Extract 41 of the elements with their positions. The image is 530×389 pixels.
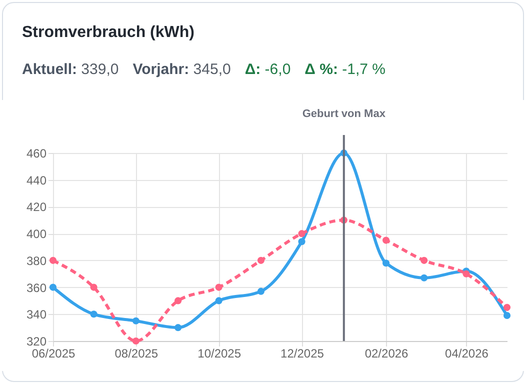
point	[215, 297, 222, 304]
point	[174, 297, 182, 304]
y-tick-label: 380	[26, 254, 47, 268]
point	[503, 312, 511, 320]
point	[49, 284, 57, 291]
point	[132, 317, 140, 324]
y-tick-label: 360	[26, 280, 47, 295]
text: Δ %: -1,7 %	[304, 61, 386, 78]
x-tick-label: 12/2025	[280, 346, 324, 360]
point	[382, 236, 390, 244]
y-tick-label: 420	[26, 200, 47, 214]
y-tick-label: 320	[26, 334, 47, 348]
point	[90, 310, 98, 318]
text: Vorjahr: 345,0	[132, 61, 231, 78]
x-tick-label: 02/2026	[364, 346, 409, 360]
point	[132, 337, 140, 345]
x-tick-label: 04/2026	[445, 346, 489, 360]
y-tick-label: 400	[26, 227, 47, 242]
point	[298, 230, 306, 238]
point	[420, 274, 428, 282]
point	[257, 256, 265, 264]
y-tick-label: 440	[26, 173, 47, 188]
point	[174, 324, 182, 332]
point	[298, 238, 306, 246]
x-tick-label: 10/2025	[198, 346, 242, 360]
text: Aktuell: 339,0	[22, 61, 119, 78]
chart-title: Stromverbrauch (kWh)	[22, 24, 194, 42]
point	[90, 284, 98, 291]
ref-line-label: Geburt von Max	[302, 108, 386, 120]
point	[462, 270, 470, 278]
point	[420, 256, 428, 264]
x-tick-label: 08/2025	[114, 346, 158, 360]
point	[257, 288, 265, 295]
point	[503, 304, 511, 311]
y-tick-label: 340	[26, 308, 47, 322]
x-tick-label: 06/2025	[32, 346, 76, 360]
point	[382, 260, 390, 267]
text: Δ: -6,0	[244, 61, 291, 78]
point	[49, 256, 57, 264]
y-tick-label: 460	[26, 146, 47, 160]
point	[215, 284, 222, 291]
